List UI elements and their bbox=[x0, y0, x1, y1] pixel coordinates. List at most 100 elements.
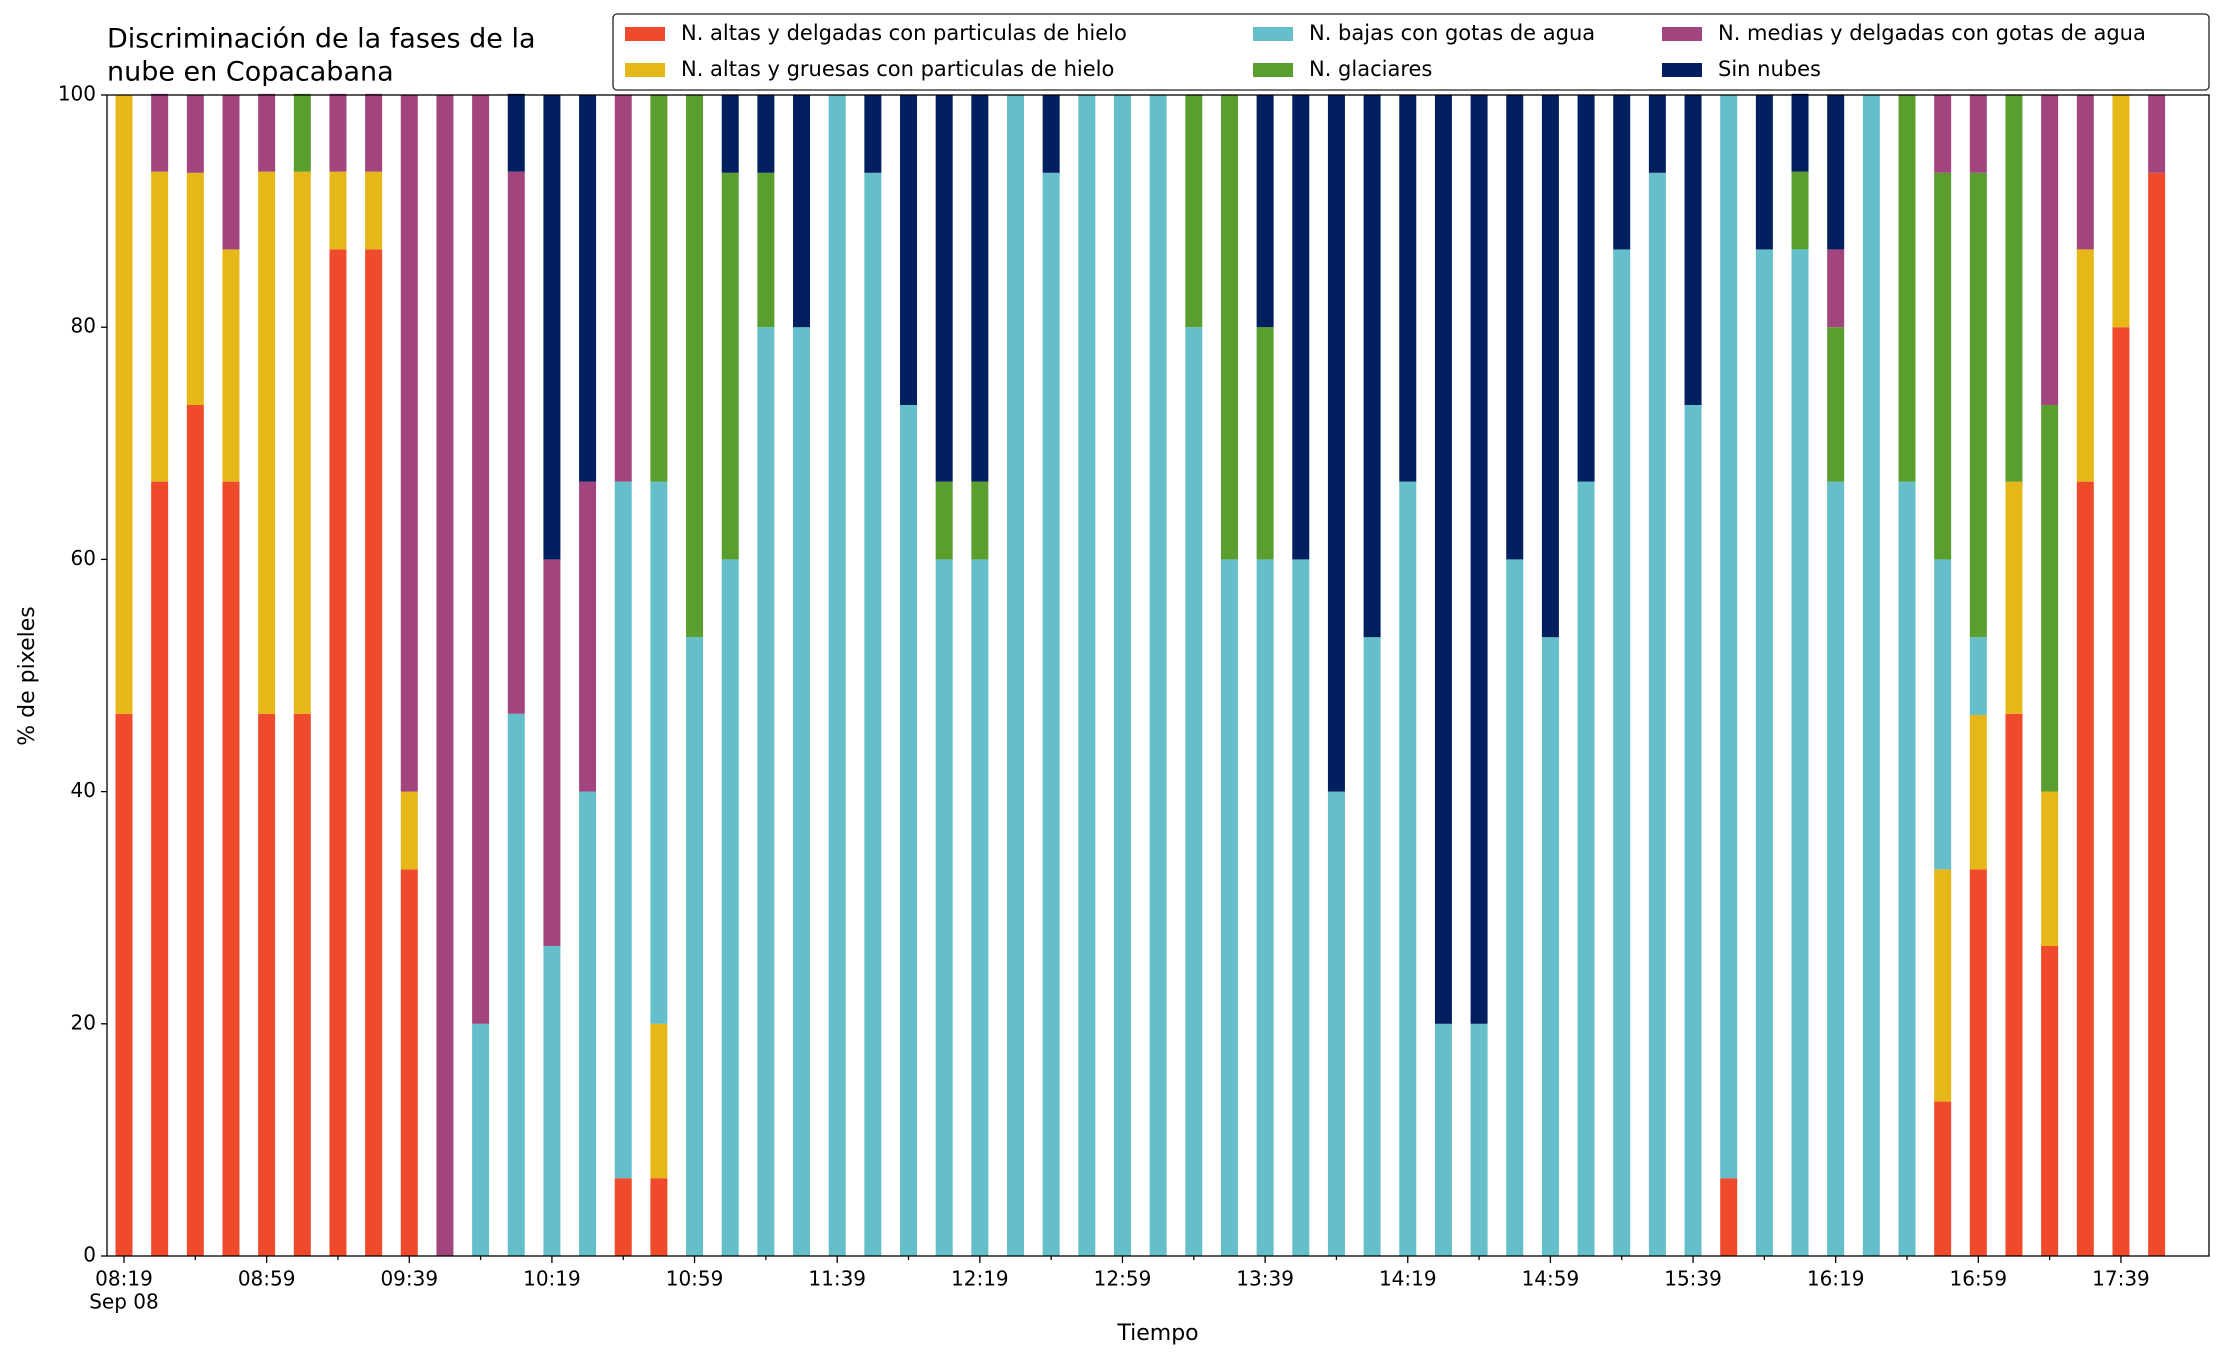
bar-segment bbox=[900, 404, 918, 1256]
x-tick-label: 10:19 bbox=[523, 1267, 581, 1291]
bar-segment bbox=[543, 946, 561, 1256]
legend-swatch bbox=[1662, 27, 1702, 41]
legend-label: N. glaciares bbox=[1309, 57, 1432, 81]
bar-segment bbox=[1791, 171, 1809, 250]
bar-segment bbox=[1541, 637, 1559, 1256]
legend-label: Sin nubes bbox=[1718, 57, 1821, 81]
legend-swatch bbox=[1253, 27, 1293, 41]
x-tick-label: 12:19 bbox=[951, 1267, 1009, 1291]
bar-segment bbox=[2076, 95, 2094, 250]
bar-segment bbox=[1292, 95, 1310, 560]
bar-segment bbox=[1969, 637, 1987, 715]
bar-segment bbox=[757, 95, 775, 173]
bar-segment bbox=[151, 481, 169, 1256]
bar-segment bbox=[1613, 95, 1631, 250]
x-tick-label: 16:19 bbox=[1807, 1267, 1865, 1291]
bar-segment bbox=[472, 95, 490, 1024]
bar-segment bbox=[1256, 327, 1274, 560]
x-tick-label: 09:39 bbox=[380, 1267, 438, 1291]
x-tick-label: 12:59 bbox=[1094, 1267, 1152, 1291]
bar-segment bbox=[1292, 559, 1310, 1256]
legend-label: N. medias y delgadas con gotas de agua bbox=[1718, 21, 2146, 45]
bar-segment bbox=[400, 869, 418, 1256]
bar-segment bbox=[258, 713, 276, 1256]
bar-segment bbox=[1755, 249, 1773, 1257]
bar-segment bbox=[900, 95, 918, 405]
x-tick-label: 14:59 bbox=[1522, 1267, 1580, 1291]
bar-segment bbox=[1791, 93, 1809, 172]
bar-segment bbox=[293, 93, 311, 172]
bar-segment bbox=[400, 95, 418, 792]
bar-segment bbox=[1327, 791, 1345, 1256]
bar-segment bbox=[935, 559, 953, 1256]
bar-segment bbox=[186, 172, 204, 405]
bar-segment bbox=[293, 713, 311, 1256]
bar-segment bbox=[686, 95, 704, 638]
bar-segment bbox=[1470, 1023, 1488, 1256]
bar-segment bbox=[650, 95, 668, 482]
x-tick-label: 08:19 bbox=[95, 1267, 153, 1291]
bar-segment bbox=[614, 95, 632, 482]
bar-segment bbox=[1791, 249, 1809, 1257]
bar-segment bbox=[2041, 791, 2059, 947]
bar-segment bbox=[935, 481, 953, 560]
bar-segment bbox=[2148, 172, 2166, 1257]
bar-segment bbox=[2076, 481, 2094, 1256]
bar-segment bbox=[1327, 95, 1345, 792]
bar-segment bbox=[1042, 172, 1060, 1257]
bar-segment bbox=[1827, 249, 1845, 328]
bar-segment bbox=[579, 481, 597, 792]
bar-segment bbox=[1506, 95, 1524, 560]
x-tick-label: 15:39 bbox=[1664, 1267, 1722, 1291]
bar-segment bbox=[186, 95, 204, 173]
bar-segment bbox=[1363, 637, 1381, 1256]
bar-segment bbox=[2112, 95, 2130, 328]
chart-title: nube en Copacabana bbox=[107, 57, 394, 88]
x-tick-label: 10:59 bbox=[666, 1267, 724, 1291]
bar-segment bbox=[329, 93, 347, 172]
y-tick-label: 100 bbox=[58, 82, 96, 106]
bar-segment bbox=[1007, 95, 1024, 1256]
bar-segment bbox=[1934, 559, 1952, 870]
bar-segment bbox=[115, 95, 133, 714]
bar-segment bbox=[1684, 95, 1702, 405]
x-tick-label: 11:39 bbox=[808, 1267, 866, 1291]
bar-segment bbox=[1506, 559, 1524, 1256]
bar-segment bbox=[614, 481, 632, 1179]
bar-segment bbox=[186, 404, 204, 1256]
bar-segment bbox=[1185, 327, 1203, 1256]
bar-segment bbox=[507, 171, 525, 714]
bar-segment bbox=[1113, 95, 1131, 1256]
bar-segment bbox=[1969, 95, 1987, 173]
bar-segment bbox=[115, 713, 133, 1256]
x-axis-label: Tiempo bbox=[1116, 1321, 1198, 1346]
bar-segment bbox=[864, 95, 882, 173]
bar-segment bbox=[828, 95, 846, 1256]
bar-segment bbox=[258, 171, 276, 714]
bar-segment bbox=[1969, 869, 1987, 1256]
bar-segment bbox=[686, 637, 704, 1256]
legend-swatch bbox=[625, 27, 665, 41]
bar-segment bbox=[258, 93, 276, 172]
bar-segment bbox=[293, 171, 311, 714]
bar-segment bbox=[721, 559, 739, 1256]
bar-segment bbox=[1684, 404, 1702, 1256]
bar-segment bbox=[1399, 481, 1417, 1256]
bar-segment bbox=[579, 95, 597, 482]
bar-segment bbox=[1220, 559, 1238, 1256]
bar-segment bbox=[1256, 95, 1274, 328]
bar-segment bbox=[757, 172, 775, 328]
bar-segment bbox=[1577, 95, 1595, 482]
bar-segment bbox=[971, 95, 989, 482]
x-tick-label: 13:39 bbox=[1236, 1267, 1294, 1291]
bar-segment bbox=[222, 249, 240, 482]
bar-segment bbox=[222, 481, 240, 1256]
bar-segment bbox=[971, 481, 989, 560]
legend-swatch bbox=[1662, 63, 1702, 77]
bar-segment bbox=[1256, 559, 1274, 1256]
bar-segment bbox=[1648, 172, 1666, 1257]
bar-segment bbox=[1470, 95, 1488, 1024]
bar-segment bbox=[2112, 327, 2130, 1256]
legend-label: N. bajas con gotas de agua bbox=[1309, 21, 1595, 45]
